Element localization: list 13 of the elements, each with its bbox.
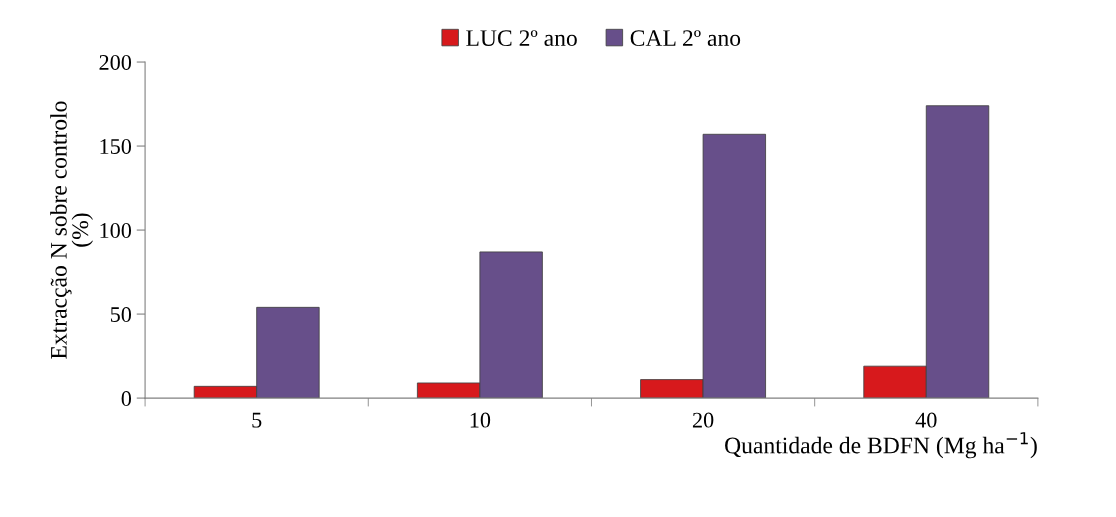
y-tick-label: 0 — [121, 391, 132, 407]
x-tick-label: 5 — [252, 412, 262, 428]
legend-label: LUC 2º ano — [466, 30, 577, 47]
legend-label: CAL 2º ano — [630, 30, 741, 47]
x-tick-label: 20 — [692, 412, 714, 428]
y-axis-title: Extracção N sobre controlo (%) — [50, 101, 93, 359]
x-axis-title: Quantidade de BDFN (Mg ha$^{−1}$) — [725, 432, 1037, 459]
x-tick-label: 40 — [915, 412, 937, 428]
y-tick-label: 200 — [99, 54, 132, 70]
y-tick-label: 50 — [110, 307, 132, 323]
x-tick-label: 10 — [470, 412, 491, 428]
y-tick-label: 150 — [100, 138, 132, 154]
y-tick-label: 100 — [100, 223, 132, 238]
